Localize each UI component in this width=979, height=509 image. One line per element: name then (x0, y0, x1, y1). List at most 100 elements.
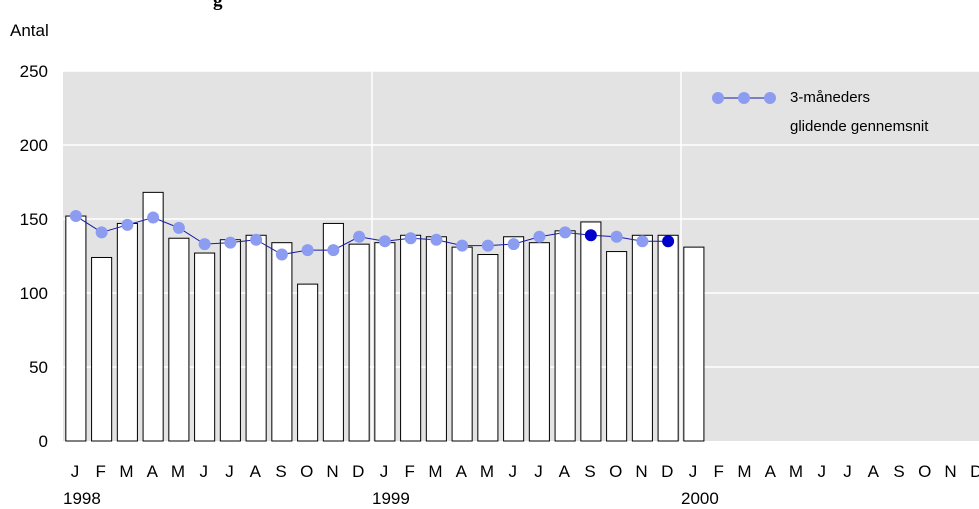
series-point (507, 238, 520, 251)
x-tick-month: N (944, 462, 956, 481)
x-tick-month: D (661, 462, 673, 481)
series-point (172, 221, 185, 234)
y-tick-label: 250 (20, 62, 48, 81)
bar (245, 234, 267, 442)
series-point (636, 235, 649, 248)
bar (425, 236, 447, 442)
bar (374, 242, 396, 442)
series-point (198, 238, 211, 251)
y-axis-ticks: 0 50 100 150 200 250 (20, 62, 48, 451)
x-tick-month: O (609, 462, 622, 481)
series-point (250, 233, 263, 246)
x-tick-month: M (737, 462, 751, 481)
x-tick-year: 1998 (63, 489, 101, 508)
x-tick-month: D (970, 462, 979, 481)
bar (91, 256, 113, 442)
bar (683, 246, 705, 442)
x-tick-month: J (200, 462, 209, 481)
x-tick-month: A (868, 462, 880, 481)
series-point (275, 248, 288, 261)
legend: 3-måneders glidende gennemsnit (712, 89, 929, 135)
x-tick-month: M (480, 462, 494, 481)
legend-label-line1: 3-måneders (790, 89, 870, 106)
x-tick-year: 1999 (372, 489, 410, 508)
x-tick-month: D (352, 462, 364, 481)
series-point (378, 235, 391, 248)
y-tick-label: 200 (20, 136, 48, 155)
y-tick-label: 0 (39, 432, 48, 451)
series-point (610, 230, 623, 243)
x-tick-month: J (843, 462, 852, 481)
x-tick-month: A (250, 462, 262, 481)
x-tick-month: A (559, 462, 571, 481)
bar (142, 191, 164, 442)
series-point (327, 244, 340, 257)
bar (168, 237, 190, 442)
x-tick-month: O (300, 462, 313, 481)
x-tick-month: J (380, 462, 389, 481)
bar (348, 243, 370, 442)
series-point (662, 235, 675, 248)
bar (65, 215, 87, 442)
series-point (69, 210, 82, 223)
bar (477, 254, 499, 442)
x-tick-month: A (147, 462, 159, 481)
series-point (353, 230, 366, 243)
x-tick-month: A (456, 462, 468, 481)
bar (297, 283, 319, 442)
series-point (559, 226, 572, 239)
bar (528, 242, 550, 442)
x-tick-month: N (326, 462, 338, 481)
bar (657, 234, 679, 442)
series-point (121, 218, 134, 231)
x-tick-month: J (509, 462, 518, 481)
x-tick-month: S (893, 462, 904, 481)
bar (503, 236, 525, 442)
legend-marker (764, 92, 776, 104)
bar (271, 242, 293, 442)
series-point (404, 232, 417, 245)
x-tick-month: J (225, 462, 234, 481)
series-point (584, 229, 597, 242)
x-tick-month: M (789, 462, 803, 481)
x-tick-year: 2000 (681, 489, 719, 508)
legend-marker (712, 92, 724, 104)
x-tick-month: S (584, 462, 595, 481)
legend-swatch (712, 92, 776, 104)
bar (606, 251, 628, 442)
moving-average-series (69, 210, 675, 261)
x-axis-ticks: J F M A M J J A S O N D J F M A M J J A S O N D J F M A M J J A S O N D1998… (63, 462, 979, 508)
legend-marker (738, 92, 750, 104)
series-point (147, 211, 160, 224)
bar (580, 221, 602, 442)
legend-label-line2: glidende gennemsnit (790, 118, 929, 135)
x-tick-month: F (405, 462, 415, 481)
chart-title-fragment: g (213, 0, 223, 11)
bar (219, 239, 241, 442)
x-tick-month: M (119, 462, 133, 481)
series-point (301, 244, 314, 257)
bar (554, 230, 576, 442)
y-tick-label: 150 (20, 210, 48, 229)
series-point (481, 239, 494, 252)
series-point (224, 236, 237, 249)
x-tick-month: J (689, 462, 698, 481)
series-point (95, 226, 108, 239)
bar (116, 222, 138, 442)
bar (400, 234, 422, 442)
x-tick-month: M (171, 462, 185, 481)
bar (322, 222, 344, 442)
x-tick-month: M (428, 462, 442, 481)
series-point (456, 239, 469, 252)
x-tick-month: J (534, 462, 543, 481)
y-axis-label: Antal (10, 21, 49, 40)
x-tick-month: F (96, 462, 106, 481)
bar (631, 234, 653, 442)
x-tick-month: J (71, 462, 80, 481)
x-tick-month: S (275, 462, 286, 481)
series-point (430, 233, 443, 246)
series-point (533, 230, 546, 243)
x-tick-month: J (818, 462, 827, 481)
y-tick-label: 100 (20, 284, 48, 303)
